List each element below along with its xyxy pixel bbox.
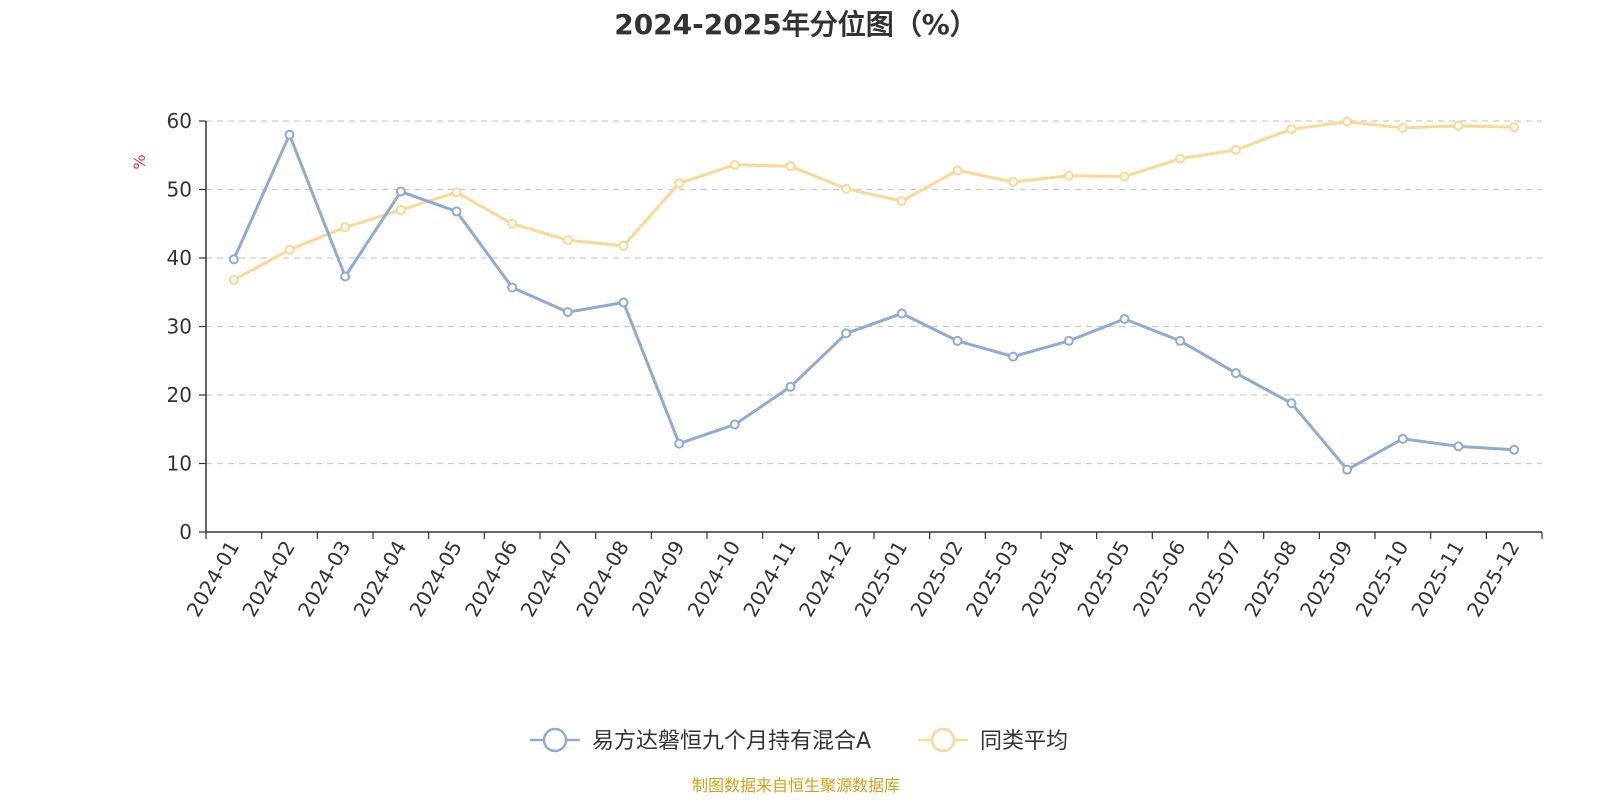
data-point	[618, 240, 629, 251]
data-point	[1509, 122, 1520, 133]
legend[interactable]: 易方达磐恒九个月持有混合A 同类平均	[530, 727, 1068, 754]
x-tick-label: 2024-03	[293, 537, 356, 621]
legend-label: 易方达磐恒九个月持有混合A	[592, 729, 871, 754]
data-point	[1008, 351, 1019, 362]
x-tick-label: 2024-11	[738, 537, 801, 621]
legend-label: 同类平均	[980, 729, 1068, 754]
data-point	[1509, 444, 1520, 455]
data-point	[1397, 122, 1408, 133]
data-point	[1119, 171, 1130, 182]
data-point	[1230, 368, 1241, 379]
x-tick-label: 2025-09	[1295, 537, 1358, 621]
data-point	[1063, 335, 1074, 346]
y-tick-label: 60	[167, 109, 192, 133]
grid-lines	[206, 120, 1542, 465]
data-point	[451, 206, 462, 217]
data-point	[562, 307, 573, 318]
data-point	[1119, 313, 1130, 324]
source-text: 制图数据来自恒生聚源数据库	[692, 776, 900, 795]
data-point	[952, 335, 963, 346]
data-point	[729, 159, 740, 170]
y-tick-label: 10	[167, 452, 192, 476]
legend-item[interactable]: 易方达磐恒九个月持有混合A	[530, 727, 871, 754]
y-tick-label: 0	[179, 520, 192, 544]
y-axis: 0 10 20 30 40 50 60	[167, 109, 207, 544]
x-tick-label: 2024-09	[627, 537, 690, 621]
chart-title: 2024-2025年分位图（%）	[614, 8, 978, 41]
data-point	[952, 165, 963, 176]
data-point	[1175, 153, 1186, 164]
x-tick-label: 2025-05	[1072, 537, 1135, 621]
x-tick-label: 2024-08	[571, 537, 634, 621]
x-tick-label: 2025-06	[1128, 537, 1191, 621]
data-point	[228, 274, 239, 285]
x-tick-label: 2024-05	[404, 537, 467, 621]
data-point	[395, 186, 406, 197]
y-tick-label: 20	[167, 383, 192, 407]
data-point	[674, 438, 685, 449]
legend-item[interactable]: 同类平均	[918, 727, 1068, 754]
series-layer	[228, 116, 1520, 475]
data-point	[451, 187, 462, 198]
x-tick-label: 2025-04	[1017, 537, 1080, 621]
data-point	[395, 205, 406, 216]
data-point	[1453, 120, 1464, 131]
series-line	[232, 133, 1515, 472]
legend-circle-icon	[930, 727, 956, 753]
data-point	[1453, 441, 1464, 452]
data-point	[562, 235, 573, 246]
series-line	[233, 120, 1515, 282]
data-point	[896, 196, 907, 207]
data-point	[1286, 398, 1297, 409]
y-tick-label: 40	[167, 246, 192, 270]
data-point	[785, 161, 796, 172]
x-tick-label: 2024-12	[794, 537, 857, 621]
x-tick-label: 2025-02	[905, 537, 968, 621]
data-point	[896, 308, 907, 319]
data-point	[841, 183, 852, 194]
x-tick-label: 2025-07	[1184, 537, 1247, 621]
data-point	[1342, 116, 1353, 127]
x-tick-label: 2025-12	[1462, 537, 1525, 621]
x-tick-label: 2025-01	[850, 537, 913, 621]
data-point	[841, 328, 852, 339]
data-point	[1397, 433, 1408, 444]
x-tick-label: 2024-02	[237, 537, 300, 621]
x-tick-label: 2024-07	[516, 537, 579, 621]
data-point	[618, 297, 629, 308]
x-tick-label: 2024-04	[349, 537, 412, 621]
x-axis: 2024-012024-022024-032024-042024-052024-…	[182, 531, 1543, 621]
y-tick-label: 30	[167, 315, 192, 339]
data-point	[340, 222, 351, 233]
x-tick-label: 2024-10	[683, 537, 746, 621]
x-tick-label: 2025-11	[1406, 537, 1469, 621]
data-point	[1175, 335, 1186, 346]
data-point	[284, 244, 295, 255]
x-tick-label: 2024-06	[460, 537, 523, 621]
data-point	[507, 282, 518, 293]
x-tick-label: 2025-08	[1239, 537, 1302, 621]
data-point	[674, 178, 685, 189]
y-tick-label: 50	[167, 178, 192, 202]
data-point	[284, 129, 295, 140]
x-tick-label: 2025-03	[961, 537, 1024, 621]
data-point	[1286, 124, 1297, 135]
legend-circle-icon	[542, 727, 568, 753]
data-point	[785, 381, 796, 392]
data-point	[228, 254, 239, 265]
y-axis-label: %	[130, 154, 149, 169]
x-tick-label: 2024-01	[182, 537, 245, 621]
data-point	[507, 218, 518, 229]
data-point	[729, 419, 740, 430]
data-point	[1063, 170, 1074, 181]
data-point	[1342, 464, 1353, 475]
data-point	[1008, 176, 1019, 187]
data-point	[340, 271, 351, 282]
x-tick-label: 2025-10	[1351, 537, 1414, 621]
data-point	[1230, 144, 1241, 155]
